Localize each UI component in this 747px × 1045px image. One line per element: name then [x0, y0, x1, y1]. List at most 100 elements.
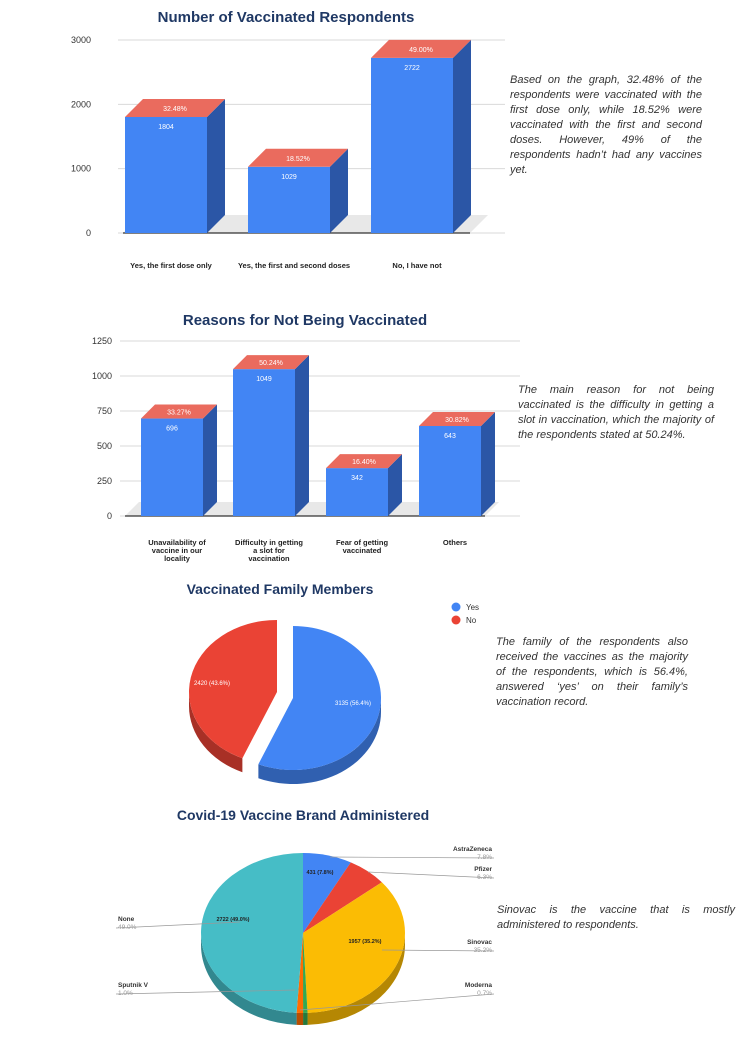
percent-label: 49.00%	[409, 47, 433, 54]
category-label: Difficulty in getting	[235, 538, 303, 547]
bar-top	[419, 411, 495, 426]
pie-slice	[258, 626, 382, 770]
slice-label: 3135 (56.4%)	[335, 701, 371, 707]
value-label: 342	[351, 475, 363, 482]
bar-top	[371, 39, 471, 58]
callout-name: Moderna	[465, 982, 492, 989]
callout-name: Pfizer	[474, 866, 492, 873]
family-panel: Vaccinated Family Members 3135 (56.4%) 24…	[0, 572, 747, 792]
pie-slice	[303, 853, 351, 933]
pie-slice-side	[307, 933, 405, 1025]
slice-label: 431 (7.8%)	[307, 870, 334, 876]
category-label: No, I have not	[392, 261, 442, 270]
category-label: Fear of getting	[336, 538, 389, 547]
callout-percent: 49.0%	[118, 924, 137, 931]
brand-note: Sinovac is the vaccine that is mostly ad…	[497, 904, 735, 931]
percent-label: 18.52%	[286, 156, 310, 163]
pie-slice	[296, 933, 304, 1013]
y-tick-label: 1250	[92, 336, 112, 346]
callout-line	[381, 949, 495, 952]
y-tick-label: 750	[97, 406, 112, 416]
bar	[419, 425, 481, 516]
bar-side	[481, 411, 495, 516]
vaccinated-respondents-chart: Number of Vaccinated Respondents 0 1000 20…	[71, 9, 505, 270]
bar-side	[203, 404, 217, 516]
bar	[326, 468, 388, 516]
callout-name: None	[118, 916, 135, 923]
bar-side	[207, 98, 225, 234]
brand-chart: Covid-19 Vaccine Brand Administered 431 …	[115, 807, 495, 1025]
legend-label: Yes	[466, 603, 479, 612]
callout-percent: 1.0%	[118, 990, 133, 997]
category-label: Unavailability of	[148, 538, 206, 547]
category-label: Others	[443, 538, 467, 547]
pie-slice-side	[258, 698, 381, 784]
bar-top	[326, 454, 402, 469]
pie-slice	[303, 882, 406, 1013]
category-label: Yes, the first dose only	[130, 261, 213, 270]
callout-name: AstraZeneca	[453, 846, 492, 853]
callout-line	[115, 921, 241, 929]
reasons-panel: Reasons for Not Being Vaccinated 0 250 500…	[0, 300, 747, 580]
chart-title: Covid-19 Vaccine Brand Administered	[177, 807, 429, 823]
y-tick-label: 1000	[71, 164, 91, 174]
callout-percent: 35.2%	[474, 947, 493, 954]
bar-side	[453, 39, 471, 233]
bar-side	[330, 148, 348, 233]
pie-slice-side	[303, 1012, 308, 1025]
bar-top	[141, 404, 217, 419]
category-label: vaccine in our	[152, 546, 203, 555]
bar	[141, 418, 203, 516]
chart-title: Number of Vaccinated Respondents	[158, 9, 415, 26]
percent-label: 16.40%	[352, 459, 376, 466]
callout-name: Sinovac	[467, 939, 492, 946]
y-tick-label: 500	[97, 441, 112, 451]
value-label: 1804	[158, 124, 174, 131]
y-tick-label: 3000	[71, 35, 91, 45]
y-tick-label: 0	[107, 511, 112, 521]
vaccinated-note: Based on the graph, 32.48% of the respon…	[510, 74, 702, 176]
brand-panel: Covid-19 Vaccine Brand Administered 431 …	[0, 800, 747, 1040]
callout-line	[367, 871, 495, 879]
value-label: 1049	[256, 376, 272, 383]
bar	[248, 166, 330, 233]
bar	[125, 116, 207, 233]
pie-slice	[189, 620, 277, 759]
callout-line	[299, 993, 495, 1011]
percent-label: 30.82%	[445, 417, 469, 424]
slice-label: 1957 (35.2%)	[348, 939, 381, 945]
bar-side	[388, 454, 402, 516]
pie-slice-side	[296, 1012, 304, 1025]
legend-marker	[451, 602, 461, 612]
pie-slice	[303, 933, 308, 1013]
percent-label: 32.48%	[163, 106, 187, 113]
callout-line	[115, 989, 296, 995]
y-tick-label: 250	[97, 476, 112, 486]
y-tick-label: 1000	[92, 371, 112, 381]
callout-name: Sputnik V	[118, 982, 149, 989]
vaccinated-respondents-panel: Number of Vaccinated Respondents 0 1000 20…	[0, 0, 747, 280]
slice-label: 2420 (43.6%)	[194, 681, 230, 687]
pie-slice-side	[189, 692, 243, 773]
bar-top	[248, 148, 348, 167]
category-label: Yes, the first and second doses	[238, 261, 350, 270]
value-label: 1029	[281, 174, 297, 181]
pie-slice	[201, 853, 303, 1013]
bar-top	[233, 355, 309, 370]
reasons-note: The main reason for not being vaccinated…	[518, 384, 714, 441]
family-note: The family of the respondents also recei…	[496, 636, 688, 708]
value-label: 643	[444, 433, 456, 440]
family-chart: Vaccinated Family Members 3135 (56.4%) 24…	[187, 581, 479, 784]
bar-top	[125, 98, 225, 117]
percent-label: 33.27%	[167, 410, 191, 417]
legend-label: No	[466, 616, 477, 625]
category-label: vaccination	[248, 554, 290, 563]
value-label: 2722	[404, 65, 420, 72]
pie-slice	[303, 862, 382, 933]
category-label: a slot for	[253, 546, 285, 555]
callout-percent: 6.3%	[477, 874, 492, 881]
reasons-chart: Reasons for Not Being Vaccinated 0 250 500…	[92, 312, 520, 563]
callout-percent: 7.8%	[477, 854, 492, 861]
y-tick-label: 0	[86, 228, 91, 238]
chart-title: Reasons for Not Being Vaccinated	[183, 312, 427, 329]
